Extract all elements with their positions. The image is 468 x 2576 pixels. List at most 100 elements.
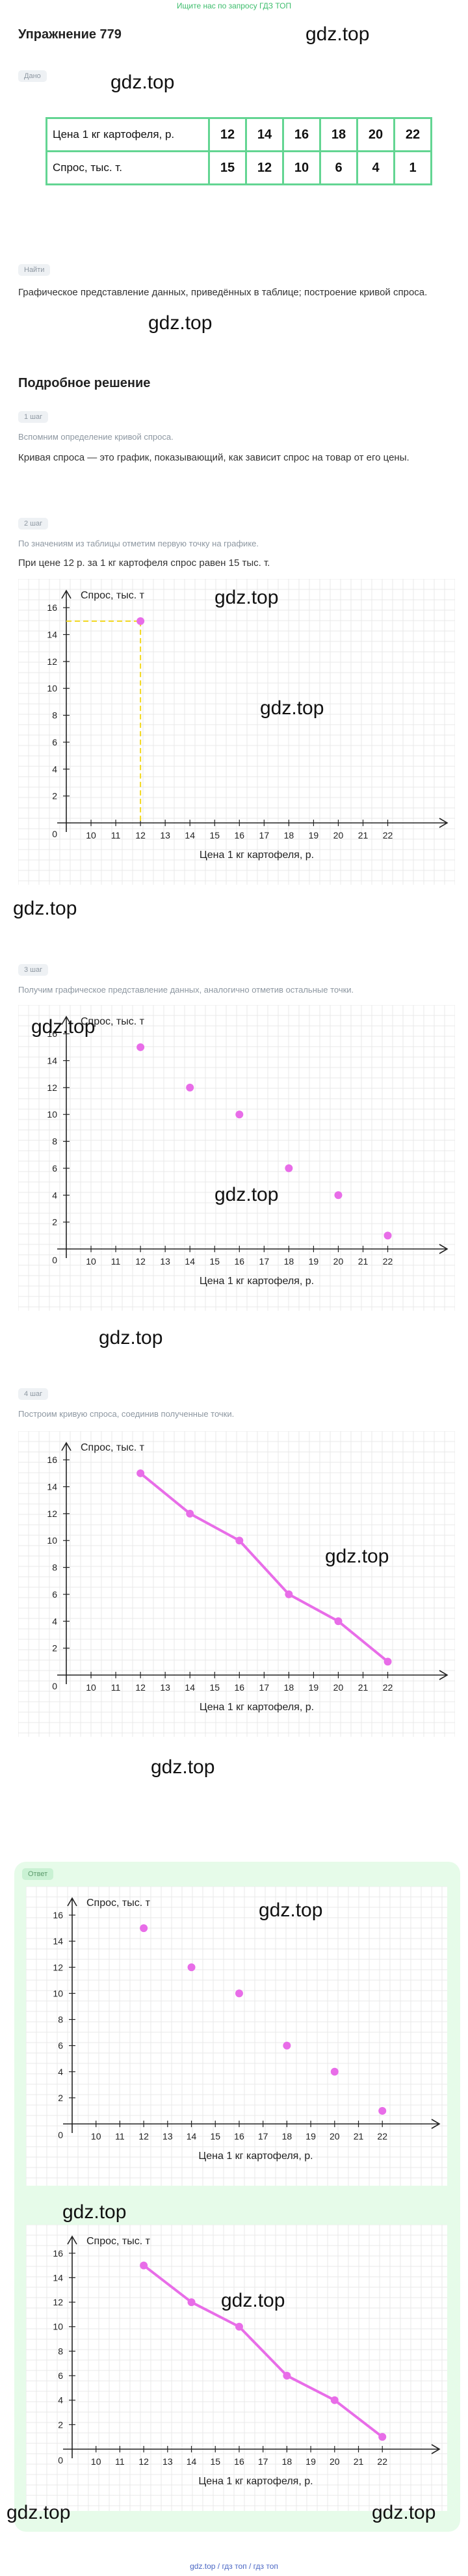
given-label: Дано: [18, 70, 47, 82]
step-label: 4 шаг: [18, 1388, 49, 1400]
x-tick-label: 18: [282, 2456, 292, 2467]
footer-links[interactable]: gdz.top / гдз топ / гдз топ: [190, 2562, 278, 2571]
table-row-label: Цена 1 кг картофеля, р.: [46, 117, 210, 152]
watermark: gdz.top: [259, 1899, 323, 1921]
y-tick-label: 4: [52, 1616, 57, 1626]
origin-label: 0: [58, 2130, 63, 2140]
y-axis-label: Спрос, тыс. т: [81, 590, 145, 601]
x-tick-label: 10: [86, 1682, 96, 1693]
x-tick-label: 12: [138, 2131, 149, 2141]
x-tick-label: 20: [333, 1682, 344, 1693]
table-cell: 10: [282, 150, 321, 185]
x-tick-label: 13: [160, 830, 170, 840]
chart-4: 10 11 12 13 14 15 16 17 18 19 20 21 22 2 4 6 8 10 12 14 16 0 С…: [25, 1886, 447, 2186]
y-tick-label: 8: [58, 2346, 63, 2356]
y-tick-label: 14: [53, 2272, 63, 2283]
data-point: [334, 1617, 343, 1626]
table-cell: 14: [245, 117, 284, 152]
x-tick-label: 16: [234, 1682, 244, 1693]
chart-svg: 10 11 12 13 14 15 16 17 18 19 20 21 222468101214160С…: [25, 1886, 447, 2186]
y-tick-label: 16: [53, 2248, 63, 2259]
data-point: [186, 1509, 194, 1518]
x-axis-arrow: [431, 2119, 441, 2129]
y-tick-label: 4: [52, 764, 57, 774]
watermark: gdz.top: [110, 72, 175, 93]
table-cell: 20: [356, 117, 395, 152]
x-tick-label: 17: [259, 1682, 270, 1693]
x-tick-label: 17: [259, 830, 270, 840]
y-tick-label: 12: [47, 1509, 57, 1519]
x-tick-label: 13: [162, 2456, 173, 2467]
table-cell: 18: [319, 117, 358, 152]
step-label: 1 шаг: [18, 411, 49, 423]
x-axis-arrow: [439, 818, 448, 828]
step-hint: Построим кривую спроса, соединив получен…: [18, 1409, 235, 1419]
chart-svg: 10 11 12 13 14 15 16 17 18 19 20 21 222468101214160С…: [18, 1004, 456, 1311]
data-point: [378, 2106, 387, 2115]
data-point: [378, 2433, 387, 2441]
page-title: Упражнение 779: [18, 27, 122, 42]
table-cell: 16: [282, 117, 321, 152]
x-tick-label: 16: [234, 2131, 244, 2141]
data-point: [140, 2261, 148, 2270]
x-tick-label: 20: [333, 830, 344, 840]
data-point: [140, 1924, 148, 1933]
y-tick-label: 16: [47, 602, 57, 613]
y-tick-label: 4: [52, 1190, 57, 1200]
chart-5: 10 11 12 13 14 15 16 17 18 19 20 21 22 2 4 6 8 10 12 14 16 0 С…: [25, 2224, 447, 2511]
table-cell: 4: [356, 150, 395, 185]
y-tick-label: 16: [47, 1455, 57, 1465]
x-tick-label: 22: [383, 1682, 393, 1693]
table-cell: 1: [393, 150, 432, 185]
x-tick-label: 10: [86, 830, 96, 840]
table-cell: 15: [208, 150, 247, 185]
x-tick-label: 18: [282, 2131, 292, 2141]
data-point: [235, 2322, 243, 2331]
step-hint: Получим графическое представление данных…: [18, 985, 354, 995]
watermark: gdz.top: [306, 23, 370, 45]
x-tick-label: 14: [187, 2131, 197, 2141]
x-tick-label: 22: [383, 1256, 393, 1267]
x-tick-label: 14: [185, 1256, 195, 1267]
chart-svg: 10 11 12 13 14 15 16 17 18 19 20 21 222468101214160С…: [18, 1430, 456, 1737]
find-text: Графическое представление данных, привед…: [18, 287, 428, 298]
data-point: [283, 2041, 291, 2050]
x-tick-label: 21: [358, 830, 369, 840]
find-label: Найти: [18, 264, 51, 276]
data-point: [235, 1536, 244, 1545]
x-tick-label: 15: [209, 1256, 220, 1267]
top-link[interactable]: Ищите нас по запросу ГДЗ ТОП: [176, 1, 292, 10]
y-tick-label: 14: [47, 629, 57, 639]
watermark: gdz.top: [214, 1184, 279, 1205]
y-axis-arrow: [61, 1015, 72, 1025]
y-axis-label: Спрос, тыс. т: [86, 1898, 151, 1909]
chart-svg: 10 11 12 13 14 15 16 17 18 19 20 21 222468101214160С…: [25, 2224, 447, 2511]
step-text: Кривая спроса — это график, показывающий…: [18, 452, 410, 463]
y-tick-label: 14: [47, 1481, 57, 1492]
y-tick-label: 4: [58, 2067, 63, 2077]
y-tick-label: 2: [58, 2093, 63, 2103]
y-tick-label: 10: [53, 1988, 63, 1998]
y-axis-arrow: [67, 2235, 77, 2245]
watermark: gdz.top: [62, 2201, 127, 2223]
x-tick-label: 10: [91, 2456, 101, 2467]
x-tick-label: 15: [210, 2131, 220, 2141]
x-tick-label: 11: [111, 1682, 121, 1693]
data-point: [330, 2067, 339, 2076]
data-point: [136, 1043, 145, 1051]
x-tick-label: 12: [135, 830, 146, 840]
data-point: [235, 1989, 243, 1998]
y-axis-arrow: [67, 1897, 77, 1907]
y-tick-label: 14: [53, 1936, 63, 1946]
data-point: [285, 1164, 293, 1172]
x-tick-label: 11: [111, 830, 121, 840]
y-axis-arrow: [61, 589, 72, 599]
y-tick-label: 10: [47, 683, 57, 693]
x-tick-label: 21: [358, 1256, 369, 1267]
table-row: Спрос, тыс. т. 15 12 10 6 4 1: [46, 150, 432, 185]
watermark: gdz.top: [372, 2502, 436, 2523]
x-tick-label: 12: [135, 1256, 146, 1267]
x-tick-label: 14: [185, 830, 195, 840]
data-point: [283, 2372, 291, 2380]
y-tick-label: 6: [58, 2370, 63, 2381]
